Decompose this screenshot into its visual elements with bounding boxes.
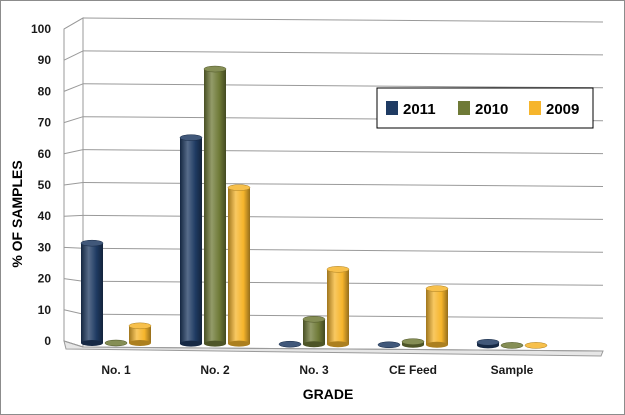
bar <box>104 339 128 347</box>
bar-body <box>81 243 103 343</box>
gridline <box>82 50 604 56</box>
bar-body <box>228 187 250 344</box>
gridline <box>82 247 604 253</box>
bar-body <box>129 325 151 343</box>
legend-swatch <box>386 101 398 115</box>
legend-label: 2011 <box>403 101 436 118</box>
gridline-side <box>63 246 84 249</box>
gridline-side <box>63 214 84 217</box>
bar-top <box>326 266 350 273</box>
bar-top <box>524 342 548 349</box>
y-tick-label: 30 <box>38 240 52 254</box>
y-tick-label: 70 <box>38 116 52 130</box>
bar-top <box>500 342 524 349</box>
y-tick-label: 60 <box>38 147 52 161</box>
bar <box>227 184 251 347</box>
bar <box>302 315 326 348</box>
y-tick-label: 0 <box>44 334 51 348</box>
gridlines <box>63 17 604 352</box>
bar-body <box>327 269 349 345</box>
legend-label: 2010 <box>475 101 508 118</box>
x-tick-label: No. 3 <box>299 363 329 377</box>
legend: 2011 2010 2009 <box>376 87 594 129</box>
bar <box>524 342 548 349</box>
bar-top <box>401 338 425 345</box>
bar-top <box>104 339 128 347</box>
gridline <box>82 149 604 155</box>
bar <box>476 339 500 349</box>
bar-top <box>80 239 104 247</box>
bar-base <box>204 340 226 347</box>
y-axis-title: % OF SAMPLES <box>9 160 25 267</box>
x-tick-label: CE Feed <box>389 363 437 377</box>
x-axis-title: GRADE <box>303 386 354 402</box>
bar-base <box>426 341 448 348</box>
bar <box>80 239 104 346</box>
bar-top <box>476 339 500 346</box>
bar-top <box>278 340 302 348</box>
legend-box <box>376 87 594 129</box>
legend-swatch <box>529 101 541 115</box>
y-tick-label: 90 <box>38 53 52 67</box>
gridline-side <box>63 278 84 282</box>
x-tick-label: No. 2 <box>200 363 230 377</box>
bar-top <box>425 285 449 292</box>
bar-top <box>128 322 152 330</box>
bar-base <box>129 340 151 346</box>
gridline-side <box>63 309 84 315</box>
bar-body <box>180 137 202 344</box>
gridline-side <box>63 149 84 155</box>
bar-body <box>303 319 325 345</box>
y-tick-label: 10 <box>38 303 52 317</box>
bar <box>500 342 524 349</box>
bar-top <box>302 315 326 323</box>
bar <box>203 65 227 347</box>
y-tick-label: 50 <box>38 178 52 192</box>
bar <box>278 340 302 348</box>
gridline <box>82 83 604 89</box>
bar-base <box>303 341 325 348</box>
gridline-side <box>63 340 84 348</box>
x-tick-label: Sample <box>491 363 534 377</box>
bar-body <box>426 288 448 345</box>
bar <box>326 266 350 348</box>
legend-swatch <box>458 101 470 115</box>
gridline-side <box>63 182 84 186</box>
bar-base <box>180 340 202 347</box>
bar-base <box>81 340 103 346</box>
bar-base <box>228 340 250 347</box>
x-tick-label: No. 1 <box>101 363 131 377</box>
bar-top <box>203 65 227 73</box>
bar-top <box>377 341 401 349</box>
gridline <box>82 214 604 220</box>
bar-top <box>227 184 251 191</box>
bar <box>179 134 203 347</box>
gridline <box>82 182 604 187</box>
bar <box>401 338 425 348</box>
gridline-side <box>63 116 84 124</box>
y-tick-label: 80 <box>38 84 52 98</box>
y-tick-label: 100 <box>31 22 51 36</box>
bar-body <box>204 69 226 344</box>
bar <box>128 322 152 346</box>
gridline-side <box>63 17 84 30</box>
y-tick-label: 40 <box>38 209 52 223</box>
y-axis-ticks: 0 10 20 30 40 50 60 70 80 90 100 <box>31 22 51 348</box>
y-tick-label: 20 <box>38 272 52 286</box>
gridline <box>82 17 604 23</box>
bar-base <box>327 341 349 348</box>
x-axis-labels: No. 1 No. 2 No. 3 CE Feed Sample <box>101 363 533 377</box>
gridline-side <box>63 50 84 61</box>
legend-label: 2009 <box>546 101 579 118</box>
bar-top <box>179 134 203 141</box>
gridline-side <box>63 83 84 92</box>
bar <box>425 285 449 348</box>
gridline <box>82 346 604 352</box>
bar <box>377 341 401 349</box>
bars <box>80 65 548 349</box>
